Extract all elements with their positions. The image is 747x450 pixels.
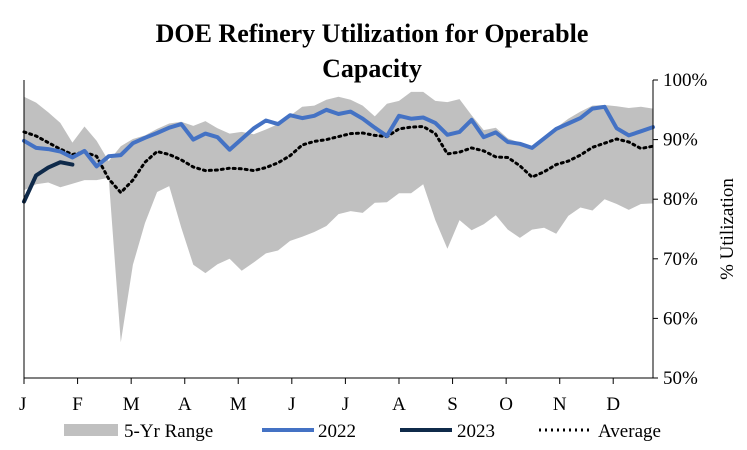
range-band-5yr: [24, 91, 653, 343]
series-line-average: [22, 125, 655, 195]
legend-label-2023: 2023: [457, 421, 495, 442]
x-tick-label: O: [499, 394, 513, 415]
x-tick-label: D: [606, 394, 620, 415]
legend-label-average: Average: [598, 421, 661, 442]
legend-label-2022: 2022: [318, 421, 356, 442]
y-axis-label: % Utilization: [717, 178, 738, 280]
y-tick-label: 100%: [663, 70, 708, 91]
x-tick-label: A: [178, 394, 192, 415]
x-tick-label: F: [72, 394, 83, 415]
x-tick-label: J: [288, 394, 295, 415]
y-tick-label: 80%: [663, 189, 698, 210]
x-tick-label: N: [553, 394, 567, 415]
y-tick-label: 60%: [663, 308, 698, 329]
x-tick-label: S: [447, 394, 458, 415]
y-tick-label: 70%: [663, 249, 698, 270]
x-tick-label: J: [19, 394, 26, 415]
y-tick-label: 50%: [663, 368, 698, 389]
chart-title-line-2: Capacity: [322, 54, 422, 83]
x-tick-label: M: [230, 394, 247, 415]
x-tick-label: M: [123, 394, 140, 415]
chart-title-line-1: DOE Refinery Utilization for Operable: [156, 19, 589, 48]
legend-swatch-range: [64, 424, 118, 436]
x-tick-label: A: [392, 394, 406, 415]
x-tick-label: J: [342, 394, 349, 415]
legend-label-range: 5-Yr Range: [124, 421, 213, 442]
series-line-2023: [22, 160, 75, 204]
plot-area: 50% 60% 70% 80% 90% 100% J F M A M J J A S O N D: [19, 70, 708, 415]
y-tick-label: 90%: [663, 130, 698, 151]
legend: 5-Yr Range 2022 2023 Average: [64, 421, 661, 442]
series-line-2022: [22, 104, 655, 169]
